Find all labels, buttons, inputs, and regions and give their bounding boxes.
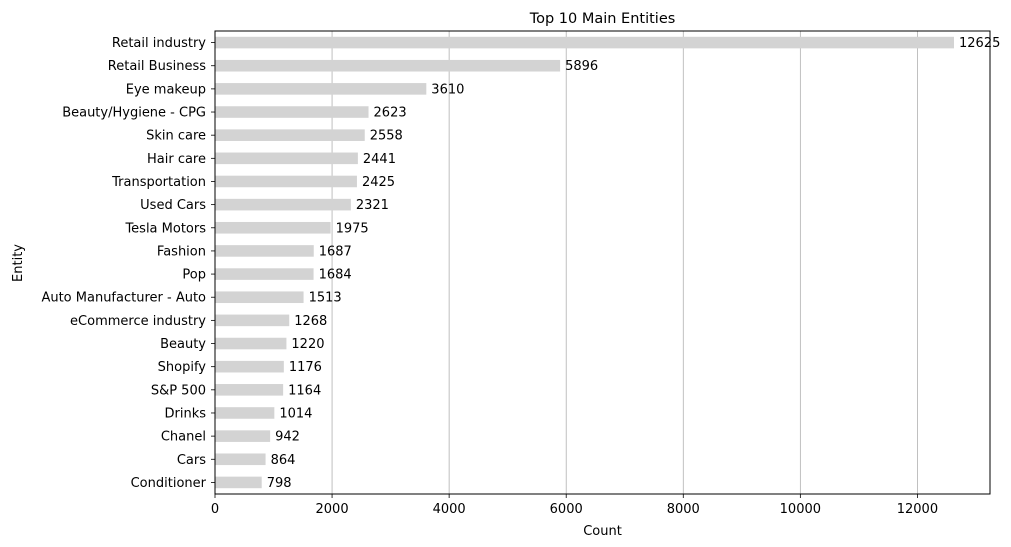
bars: [215, 36, 955, 489]
y-tick-label: Hair care: [147, 152, 206, 167]
bar: [215, 291, 304, 304]
bar: [215, 221, 331, 234]
y-tick-label: Eye makeup: [126, 82, 206, 97]
y-tick-label: Tesla Motors: [124, 221, 206, 236]
y-tick-label: Transportation: [111, 175, 206, 190]
bar-value-label: 1684: [319, 268, 352, 283]
bar-value-label: 5896: [565, 59, 598, 74]
y-tick-label: Retail industry: [112, 36, 206, 51]
bar: [215, 83, 427, 95]
y-tick-label: Conditioner: [131, 476, 207, 491]
x-axis-label: Count: [583, 524, 622, 539]
plot-frame: [214, 30, 991, 495]
bar: [215, 175, 357, 188]
bar-value-label: 864: [271, 453, 296, 468]
bar-value-label: 3610: [431, 82, 464, 97]
bar-value-label: 1268: [294, 314, 327, 329]
x-tick-label: 0: [211, 502, 219, 517]
y-tick-label: S&P 500: [151, 383, 206, 398]
y-tick-label: Used Cars: [140, 198, 206, 213]
bar-value-label: 1220: [291, 337, 324, 352]
bar: [215, 36, 955, 49]
y-tick-label: Shopify: [158, 360, 207, 375]
bar-value-label: 1014: [279, 406, 312, 421]
bar: [215, 152, 358, 165]
bar: [215, 268, 314, 280]
bar: [215, 245, 314, 257]
bar: [215, 59, 561, 72]
y-tick-label: Beauty/Hygiene - CPG: [62, 106, 206, 121]
y-axis-ticks: Retail industry Retail Business Eye makeup…: [41, 36, 215, 491]
bar-value-label: 2558: [370, 129, 403, 144]
bar: [215, 337, 287, 350]
bar: [215, 360, 284, 373]
y-tick-label: Cars: [177, 453, 206, 468]
y-tick-label: Auto Manufacturer - Auto: [41, 291, 206, 306]
bar: [215, 314, 290, 327]
y-tick-label: Retail Business: [108, 59, 206, 74]
x-tick-label: 6000: [550, 502, 583, 517]
bar: [215, 453, 266, 466]
chart-title: Top 10 Main Entities: [529, 11, 676, 27]
x-tick-label: 4000: [433, 502, 466, 517]
y-tick-label: Pop: [182, 268, 206, 283]
data-labels: 12625 5896 3610 2623 2558 2441 2425 2321 1975 168…: [267, 36, 1001, 491]
bar-value-label: 2425: [362, 175, 395, 190]
bar-value-label: 2321: [356, 198, 389, 213]
bar: [215, 384, 284, 396]
bar: [215, 430, 271, 442]
bar-value-label: 1164: [288, 383, 321, 398]
plot-background: [215, 31, 990, 494]
y-tick-label: Drinks: [164, 406, 206, 421]
bar-value-label: 2623: [374, 106, 407, 121]
y-axis-label: Entity: [11, 244, 26, 282]
bar-value-label: 12625: [959, 36, 1000, 51]
bar-value-label: 1975: [336, 221, 369, 236]
bar: [215, 198, 351, 211]
bar-value-label: 1176: [289, 360, 322, 375]
bar-value-label: 942: [275, 430, 300, 445]
bar: [215, 476, 262, 489]
x-axis-ticks: 0 2000 4000 6000 8000 10000 12000: [211, 494, 938, 517]
y-tick-label: Chanel: [161, 430, 206, 445]
x-tick-label: 8000: [667, 502, 700, 517]
bar: [215, 129, 365, 141]
y-tick-label: eCommerce industry: [70, 314, 206, 329]
y-tick-label: Skin care: [146, 129, 206, 144]
bar-value-label: 798: [267, 476, 292, 491]
x-tick-label: 10000: [780, 502, 821, 517]
bar-value-label: 1687: [319, 244, 352, 259]
y-tick-label: Beauty: [160, 337, 206, 352]
bar-value-label: 1513: [309, 291, 342, 306]
x-tick-label: 2000: [316, 502, 349, 517]
bar: [215, 407, 275, 419]
bar-value-label: 2441: [363, 152, 396, 167]
bar: [215, 106, 369, 118]
y-tick-label: Fashion: [157, 244, 206, 259]
x-tick-label: 12000: [897, 502, 938, 517]
